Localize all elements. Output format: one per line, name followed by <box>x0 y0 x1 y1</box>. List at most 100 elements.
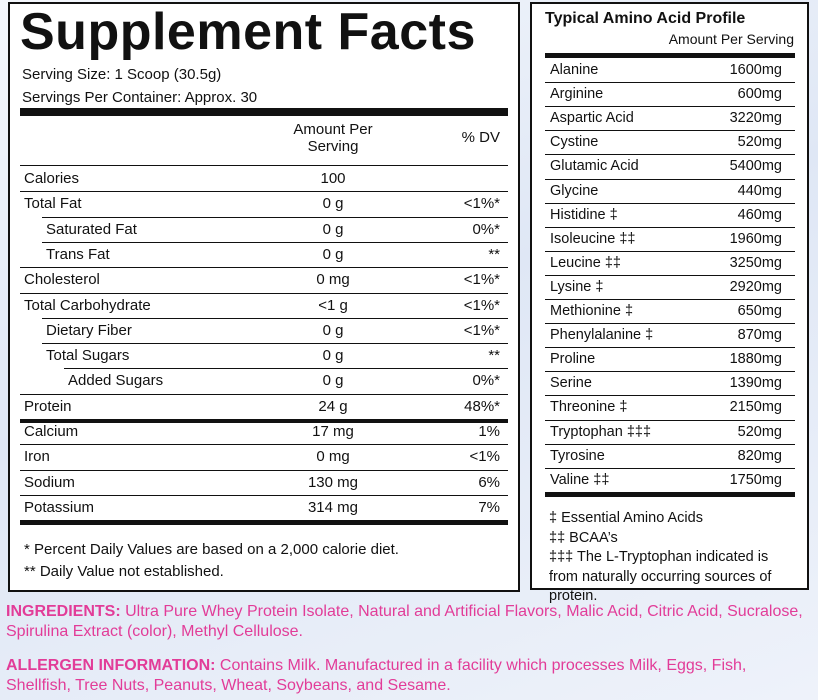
title: Supplement Facts <box>20 3 476 61</box>
amino-amount: 2150mg <box>729 399 782 416</box>
nutrient-dv: <1%* <box>463 271 500 289</box>
nutrient-dv: 0%* <box>472 372 500 390</box>
amino-title: Typical Amino Acid Profile <box>545 10 746 27</box>
rule <box>20 393 508 395</box>
rule <box>545 250 795 252</box>
amino-amount: 820mg <box>737 447 782 464</box>
amino-amount: 650mg <box>737 303 782 319</box>
rule <box>545 82 795 84</box>
allergen-block: ALLERGEN INFORMATION: Contains Milk. Man… <box>6 656 812 696</box>
rule <box>545 419 795 421</box>
amino-name: Histidine ‡ <box>550 206 618 223</box>
nutrient-name: Total Fat <box>24 195 82 213</box>
footnote: ** Daily Value not established. <box>24 563 224 580</box>
nutrient-amount: <1 g <box>318 296 348 314</box>
ingredients-label: INGREDIENTS: <box>6 603 121 620</box>
amino-name: Valine ‡‡ <box>550 471 610 488</box>
amino-amount: 1960mg <box>729 230 782 247</box>
nutrient-dv: 48%* <box>464 397 500 415</box>
amino-name: Phenylalanine ‡ <box>550 327 654 344</box>
nutrient-name: Saturated Fat <box>46 220 137 238</box>
amino-amount: 1880mg <box>729 351 782 368</box>
nutrient-amount: 0 g <box>322 245 344 263</box>
facts-panel <box>8 2 520 592</box>
nutrient-name: Total Sugars <box>46 347 130 365</box>
rule <box>545 371 795 373</box>
amino-name: Serine <box>550 375 592 392</box>
allergen-label: ALLERGEN INFORMATION: <box>6 657 216 674</box>
rule <box>545 178 795 180</box>
rule <box>545 395 795 397</box>
rule <box>545 491 795 497</box>
nutrient-dv: 7% <box>478 498 500 516</box>
nutrient-dv: <1%* <box>463 296 500 314</box>
amino-amount: 2920mg <box>729 278 782 295</box>
amino-name: Proline <box>550 351 596 368</box>
rule <box>545 323 795 325</box>
nutrient-dv: <1%* <box>463 195 500 213</box>
nutrient-name: Dietary Fiber <box>46 321 132 339</box>
nutrient-amount: 0 g <box>322 321 344 339</box>
rule <box>20 165 508 166</box>
rule <box>545 226 795 228</box>
nutrient-dv: 1% <box>478 423 500 440</box>
amino-subtitle: Amount Per Serving <box>668 31 794 47</box>
amino-name: Alanine <box>550 62 599 78</box>
rule <box>20 108 508 116</box>
ingredients-text: Ultra Pure Whey Protein Isolate, Natural… <box>6 603 803 640</box>
nutrient-name: Potassium <box>24 498 95 516</box>
rule <box>545 202 795 204</box>
amount-header: Amount Per Serving <box>293 121 373 155</box>
nutrient-name: Cholesterol <box>24 271 100 289</box>
nutrient-amount: 0 g <box>322 195 344 213</box>
rule <box>20 520 508 526</box>
nutrient-dv: <1%* <box>463 321 500 339</box>
amino-amount: 520mg <box>737 134 782 151</box>
amino-amount: 1600mg <box>729 62 782 78</box>
rule <box>20 292 508 294</box>
nutrient-dv: 0%* <box>472 220 500 238</box>
servings: Servings Per Container: Approx. 30 <box>22 89 258 106</box>
nutrient-dv: <1% <box>469 448 500 466</box>
allergen-text: Contains Milk. Manufactured in a facilit… <box>6 657 747 694</box>
rule <box>42 216 508 218</box>
nutrient-amount: 0 mg <box>316 448 350 466</box>
nutrient-amount: 0 g <box>322 347 344 365</box>
nutrient-amount: 0 g <box>322 372 344 390</box>
nutrient-name: Protein <box>24 397 72 415</box>
amino-amount: 3220mg <box>729 110 782 127</box>
amino-footnote: ‡‡ BCAA’s <box>549 529 618 546</box>
amino-name: Arginine <box>550 86 604 103</box>
footnote: * Percent Daily Values are based on a 2,… <box>24 541 399 558</box>
rule <box>545 154 795 156</box>
amino-name: Glutamic Acid <box>550 158 639 175</box>
rule <box>545 274 795 276</box>
amino-amount: 1750mg <box>729 471 782 488</box>
amino-amount: 3250mg <box>729 254 782 271</box>
amino-name: Methionine ‡ <box>550 303 634 319</box>
amino-amount: 440mg <box>737 182 782 199</box>
amino-amount: 520mg <box>737 423 782 440</box>
amino-amount: 460mg <box>737 206 782 223</box>
nutrient-amount: 100 <box>320 170 346 187</box>
nutrient-amount: 0 g <box>322 220 344 238</box>
rule <box>20 494 508 496</box>
nutrient-amount: 24 g <box>318 397 348 415</box>
amino-footnote: ‡‡‡ The L-Tryptophan indicated is from n… <box>549 549 772 604</box>
nutrient-dv: 6% <box>478 473 500 491</box>
nutrient-name: Sodium <box>24 473 75 491</box>
rule <box>545 130 795 132</box>
rule <box>64 368 508 370</box>
rule <box>20 191 508 193</box>
nutrient-amount: 17 mg <box>312 423 354 440</box>
amino-name: Tryptophan ‡‡‡ <box>550 423 652 440</box>
amino-name: Glycine <box>550 182 599 199</box>
rule <box>42 241 508 243</box>
amino-amount: 870mg <box>737 327 782 344</box>
nutrient-name: Added Sugars <box>68 372 164 390</box>
amino-name: Leucine ‡‡ <box>550 254 621 271</box>
rule <box>20 469 508 471</box>
dv-header: % DV <box>461 129 500 146</box>
serving-size: Serving Size: 1 Scoop (30.5g) <box>22 66 222 83</box>
